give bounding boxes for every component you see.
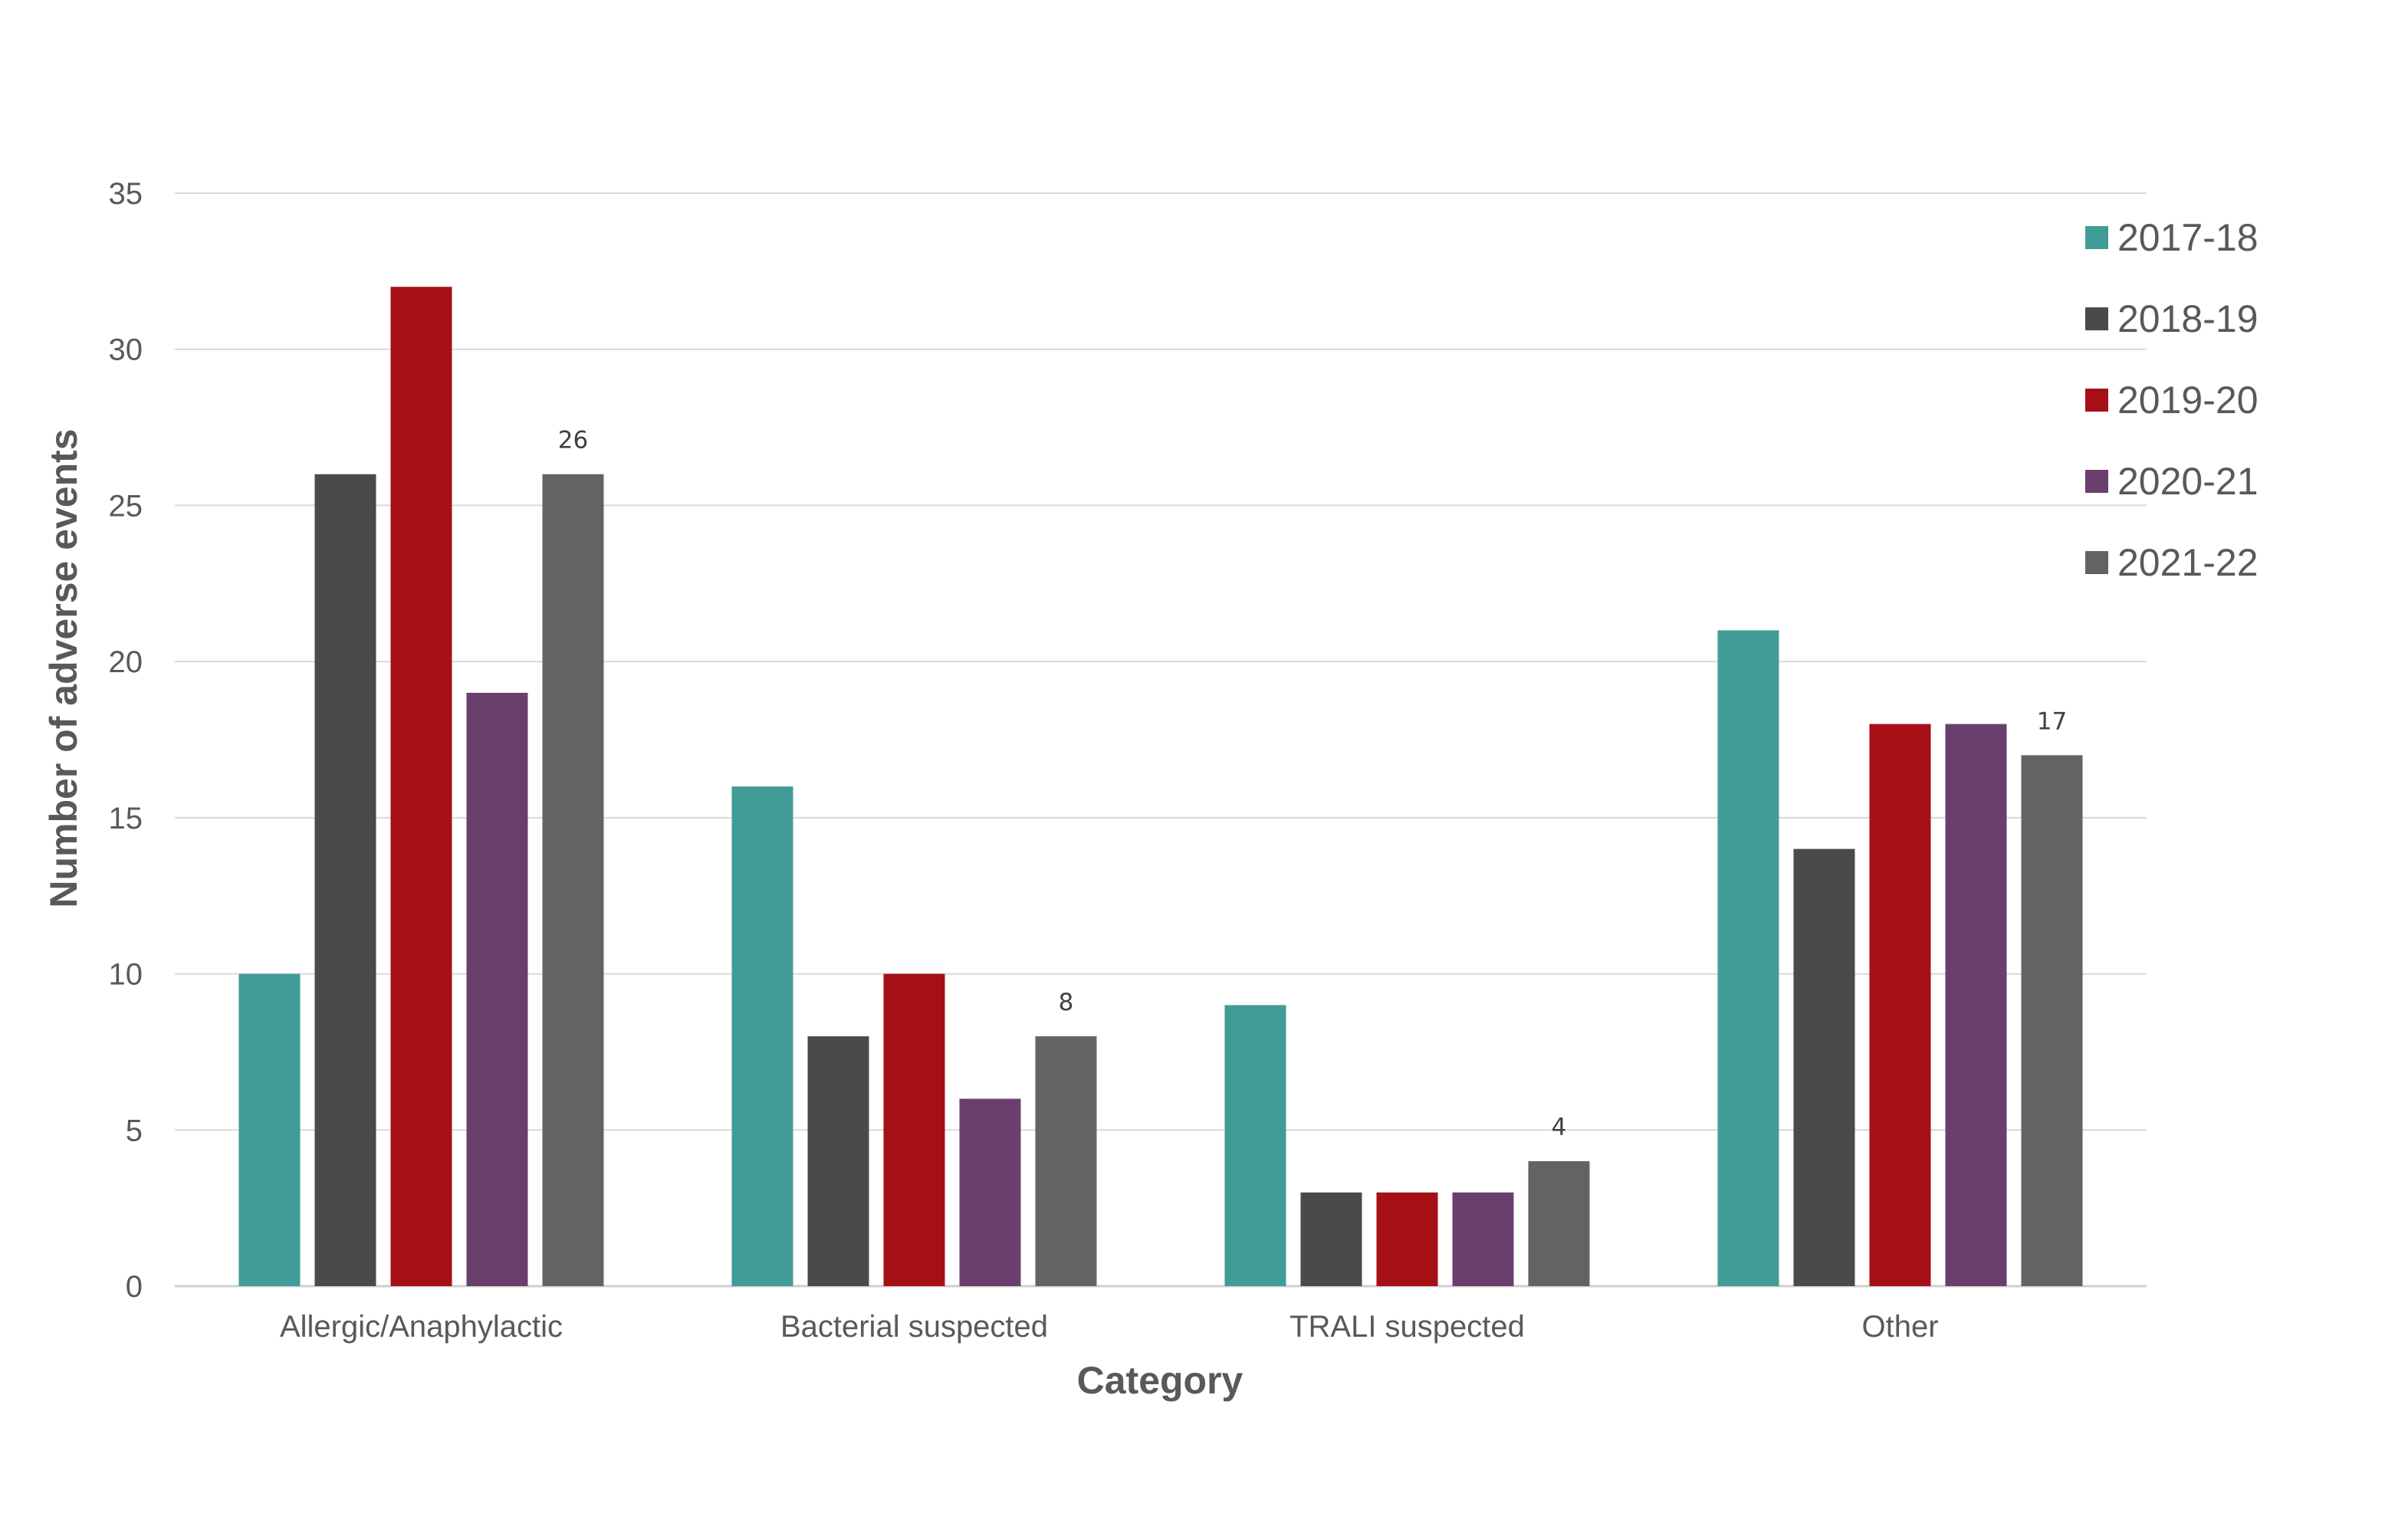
bar [466,692,528,1286]
legend-label: 2021-22 [2117,541,2259,584]
bar [1376,1192,1438,1286]
bar [542,474,604,1286]
bar [390,287,452,1287]
legend-swatch [2085,551,2108,574]
y-tick-labels: 0 5 10 15 20 25 30 35 [109,177,143,1304]
bar [238,973,301,1286]
bar [731,786,793,1286]
legend-swatch [2085,389,2108,412]
bar [1300,1192,1362,1286]
data-label: 17 [2037,707,2067,735]
data-labels: 26 8 4 17 [558,427,2067,1141]
bar [314,474,376,1286]
legend-label: 2018-19 [2117,297,2259,340]
y-tick-label: 30 [109,333,143,367]
x-tick-label: Allergic/Anaphylactic [280,1310,563,1344]
legend-label: 2020-21 [2117,460,2259,503]
y-tick-label: 5 [126,1114,143,1147]
y-tick-label: 10 [109,958,143,992]
y-tick-label: 35 [109,177,143,211]
bar [1793,848,1855,1286]
legend-swatch [2085,307,2108,330]
data-label: 8 [1059,989,1074,1016]
legend-label: 2019-20 [2117,379,2259,422]
bar [1945,724,2007,1286]
y-tick-label: 25 [109,489,143,523]
data-label: 4 [1552,1114,1567,1141]
bar [883,973,945,1286]
x-tick-label: Other [1861,1310,1938,1344]
bar [1035,1036,1097,1286]
x-tick-labels: Allergic/Anaphylactic Bacterial suspected… [280,1310,1939,1344]
legend-swatch [2085,226,2108,249]
x-tick-label: Bacterial suspected [780,1310,1048,1344]
bar [1224,1005,1286,1286]
legend-swatch [2085,470,2108,493]
bar [1452,1192,1514,1286]
legend-label: 2017-18 [2117,216,2259,259]
data-label: 26 [558,427,588,455]
y-axis-title: Number of adverse events [42,428,85,907]
bar [1869,724,1931,1286]
y-tick-label: 20 [109,645,143,679]
bar [807,1036,869,1286]
x-tick-label: TRALI suspected [1289,1310,1525,1344]
y-tick-label: 15 [109,802,143,835]
bar [959,1098,1021,1286]
bar [1717,630,1779,1286]
legend: 2017-18 2018-19 2019-20 2020-21 2021-22 [2085,216,2259,584]
x-axis-title: Category [1077,1359,1243,1402]
bars [238,287,2083,1287]
y-tick-label: 0 [126,1270,143,1304]
bar [2021,755,2083,1286]
bar [1528,1161,1590,1286]
